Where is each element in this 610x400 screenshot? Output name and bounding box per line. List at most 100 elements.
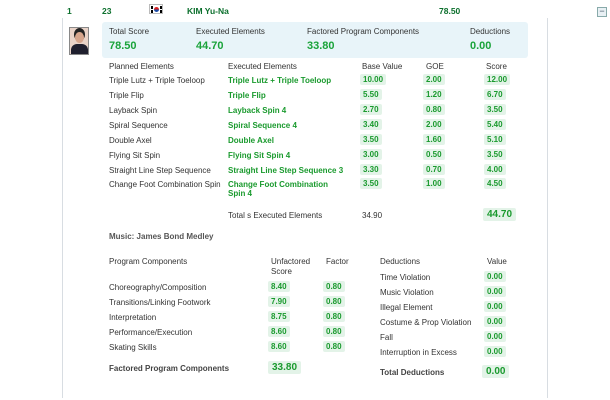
base-value: 3.30: [360, 164, 382, 175]
goe-value: 2.00: [423, 74, 445, 85]
planned-element: Triple Lutz + Triple Toeloop: [109, 76, 205, 85]
header-total-score: 78.50: [439, 6, 461, 16]
component-score: 8.60: [268, 326, 290, 337]
score-value: 4.00: [484, 164, 506, 175]
base-value: 3.00: [360, 149, 382, 160]
component-score: 8.40: [268, 281, 290, 292]
score-header: Score: [486, 62, 507, 71]
deduction-name: Costume & Prop Violation: [380, 318, 472, 327]
executed-element-line2: Spin 4: [228, 189, 253, 198]
deduction-value-header: Value: [487, 257, 507, 266]
deduction-value: 0.00: [484, 316, 506, 327]
start-number: 23: [102, 6, 112, 16]
score-summary: Total Score 78.50 Executed Elements 44.7…: [102, 22, 528, 58]
deduction-value: 0.00: [484, 286, 506, 297]
factored-components-total: 33.80: [268, 361, 302, 374]
score-value: 5.10: [484, 134, 506, 145]
component-score: 7.90: [268, 296, 290, 307]
component-factor: 0.80: [323, 326, 345, 337]
component-factor: 0.80: [323, 281, 345, 292]
base-value: 2.70: [360, 104, 382, 115]
base-value: 5.50: [360, 89, 382, 100]
totals-score-value: 44.70: [483, 208, 517, 221]
goe-value: 1.60: [423, 134, 445, 145]
skater-row-header[interactable]: 1 23 KIM Yu-Na 78.50 −: [62, 3, 607, 18]
base-value: 3.40: [360, 119, 382, 130]
program-components-header: Program Components: [109, 257, 188, 266]
score-value: 5.40: [484, 119, 506, 130]
korea-flag-icon: [149, 4, 163, 14]
component-score: 8.75: [268, 311, 290, 322]
totals-base-value: 34.90: [362, 211, 383, 220]
music-title: Music: James Bond Medley: [109, 232, 214, 241]
planned-element: Layback Spin: [109, 106, 158, 115]
deduction-name: Music Violation: [380, 288, 434, 297]
factored-components-label: Factored Program Components: [307, 27, 420, 36]
goe-header: GOE: [426, 62, 444, 71]
base-value: 3.50: [360, 134, 382, 145]
executed-element: Spiral Sequence 4: [228, 121, 297, 130]
component-name: Skating Skills: [109, 343, 157, 352]
component-name: Interpretation: [109, 313, 157, 322]
deduction-value: 0.00: [484, 331, 506, 342]
total-deductions-label: Total Deductions: [380, 368, 445, 377]
component-factor: 0.80: [323, 296, 345, 307]
base-value-header: Base Value: [362, 62, 403, 71]
goe-value: 0.50: [423, 149, 445, 160]
executed-element: Straight Line Step Sequence 3: [228, 166, 344, 175]
deduction-value: 0.00: [484, 301, 506, 312]
factored-components-total-label: Factored Program Components: [109, 364, 230, 373]
deductions-header: Deductions: [380, 257, 421, 266]
unfactored-score-header: Unfactored Score: [271, 257, 311, 276]
factored-components-value: 33.80: [307, 40, 335, 52]
planned-element: Flying Sit Spin: [109, 151, 161, 160]
component-name: Performance/Execution: [109, 328, 193, 337]
executed-elements-value: 44.70: [196, 40, 224, 52]
goe-value: 0.80: [423, 104, 445, 115]
deduction-value: 0.00: [484, 271, 506, 282]
planned-element: Triple Flip: [109, 91, 144, 100]
rank: 1: [67, 6, 72, 16]
deductions-label: Deductions: [470, 27, 511, 36]
planned-elements-header: Planned Elements: [109, 62, 174, 71]
executed-element: Flying Sit Spin 4: [228, 151, 291, 160]
score-value: 6.70: [484, 89, 506, 100]
deduction-name: Fall: [380, 333, 393, 342]
factor-header: Factor: [326, 257, 349, 266]
executed-element: Double Axel: [228, 136, 274, 145]
executed-element: Change Foot Combination: [228, 180, 328, 189]
total-score-label: Total Score: [109, 27, 150, 36]
deduction-value: 0.00: [484, 346, 506, 357]
component-name: Transitions/Linking Footwork: [109, 298, 211, 307]
goe-value: 1.00: [423, 178, 445, 189]
executed-element: Triple Flip: [228, 91, 266, 100]
component-name: Choreography/Composition: [109, 283, 207, 292]
component-factor: 0.80: [323, 311, 345, 322]
planned-element: Double Axel: [109, 136, 152, 145]
total-score-value: 78.50: [109, 40, 137, 52]
executed-element: Layback Spin 4: [228, 106, 287, 115]
score-value: 4.50: [484, 178, 506, 189]
skater-name[interactable]: KIM Yu-Na: [187, 6, 229, 16]
avatar: [69, 27, 89, 55]
deduction-name: Illegal Element: [380, 303, 433, 312]
deduction-name: Interruption in Excess: [380, 348, 457, 357]
base-value: 10.00: [360, 74, 387, 85]
planned-element: Spiral Sequence: [109, 121, 168, 130]
collapse-icon[interactable]: −: [597, 7, 607, 17]
score-value: 3.50: [484, 104, 506, 115]
score-value: 3.50: [484, 149, 506, 160]
score-value: 12.00: [484, 74, 511, 85]
planned-element: Straight Line Step Sequence: [109, 166, 211, 175]
goe-value: 0.70: [423, 164, 445, 175]
base-value: 3.50: [360, 178, 382, 189]
planned-element: Change Foot Combination Spin: [109, 180, 221, 189]
goe-value: 2.00: [423, 119, 445, 130]
goe-value: 1.20: [423, 89, 445, 100]
deduction-name: Time Violation: [380, 273, 431, 282]
deductions-value: 0.00: [470, 40, 492, 52]
details-panel: [62, 18, 548, 398]
executed-elements-label: Executed Elements: [196, 27, 265, 36]
total-deductions-value: 0.00: [482, 365, 510, 378]
totals-executed-label: Total s Executed Elements: [228, 211, 323, 220]
